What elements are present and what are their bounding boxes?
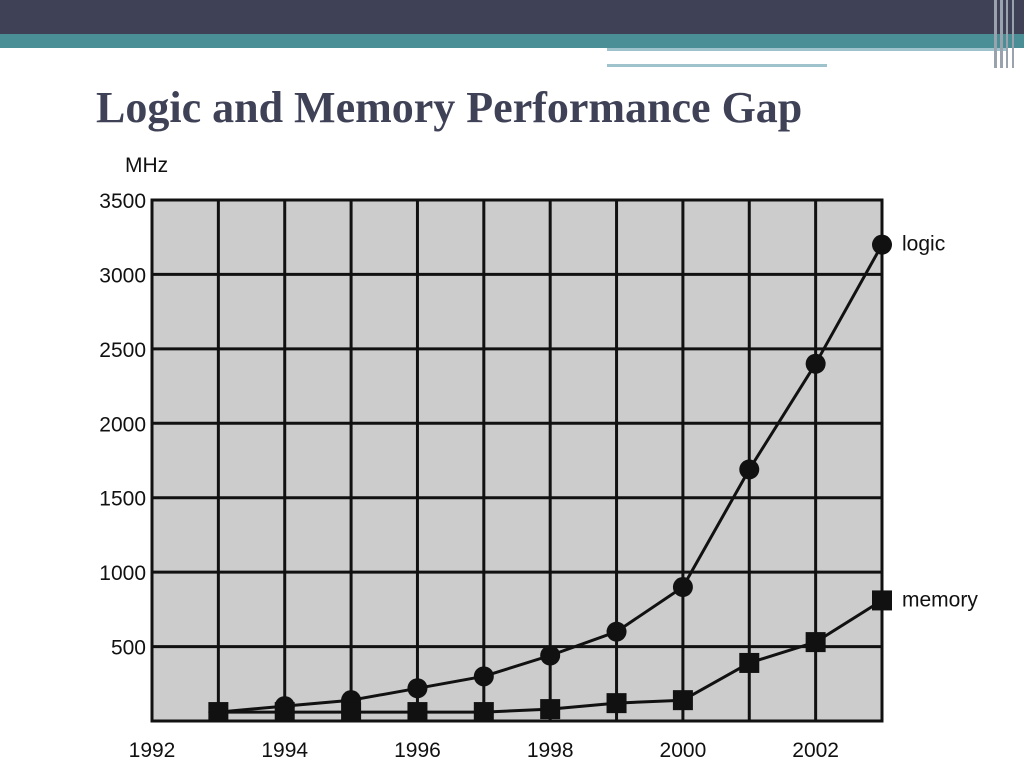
memory-point	[208, 702, 229, 723]
logic-point	[672, 577, 693, 598]
y-tick-label: 2000	[99, 413, 146, 436]
plot-area	[152, 200, 882, 721]
series-memory: memory	[208, 588, 978, 723]
plot-frame	[150, 198, 884, 723]
header-teal-band	[0, 34, 1024, 48]
y-tick-label: 2500	[99, 339, 146, 362]
logic-point	[540, 645, 561, 666]
y-tick-label: 500	[111, 637, 146, 660]
memory-point	[606, 693, 627, 714]
memory-point	[739, 652, 760, 673]
series-label-logic: logic	[902, 233, 945, 256]
y-tick-label: 1500	[99, 488, 146, 511]
y-tick-label: 3000	[99, 264, 146, 287]
performance-chart: MHz 500 1000 1500 2000 2500 3000 3500 1992 1994 19…	[99, 154, 978, 762]
memory-point	[407, 702, 428, 723]
header-dark-band	[0, 0, 1024, 34]
x-tick-label: 2000	[660, 739, 707, 762]
header-stripes	[990, 0, 1024, 68]
header-accent-line	[607, 48, 1007, 51]
x-tick-label: 1992	[129, 739, 176, 762]
logic-point	[805, 353, 826, 374]
memory-point	[672, 690, 693, 711]
x-tick-label: 1998	[527, 739, 574, 762]
y-axis-label: MHz	[125, 154, 168, 177]
x-tick-label: 1994	[261, 739, 308, 762]
memory-point	[341, 702, 362, 723]
gridlines	[152, 200, 882, 721]
header-accent-line-lower	[607, 64, 827, 67]
x-tick-label: 2002	[792, 739, 839, 762]
y-tick-label: 3500	[99, 190, 146, 213]
series-label-memory: memory	[902, 588, 978, 611]
logic-point	[407, 678, 428, 699]
memory-point	[805, 632, 826, 653]
memory-point	[540, 699, 561, 720]
logic-point	[606, 621, 627, 642]
memory-point	[872, 590, 892, 611]
memory-point	[274, 702, 295, 723]
logic-point	[473, 666, 494, 687]
memory-point	[473, 702, 494, 723]
y-tick-label: 1000	[99, 562, 146, 585]
logic-point	[739, 459, 760, 480]
slide-title: Logic and Memory Performance Gap	[96, 83, 803, 132]
logic-point	[872, 234, 892, 255]
x-tick-label: 1996	[394, 739, 441, 762]
